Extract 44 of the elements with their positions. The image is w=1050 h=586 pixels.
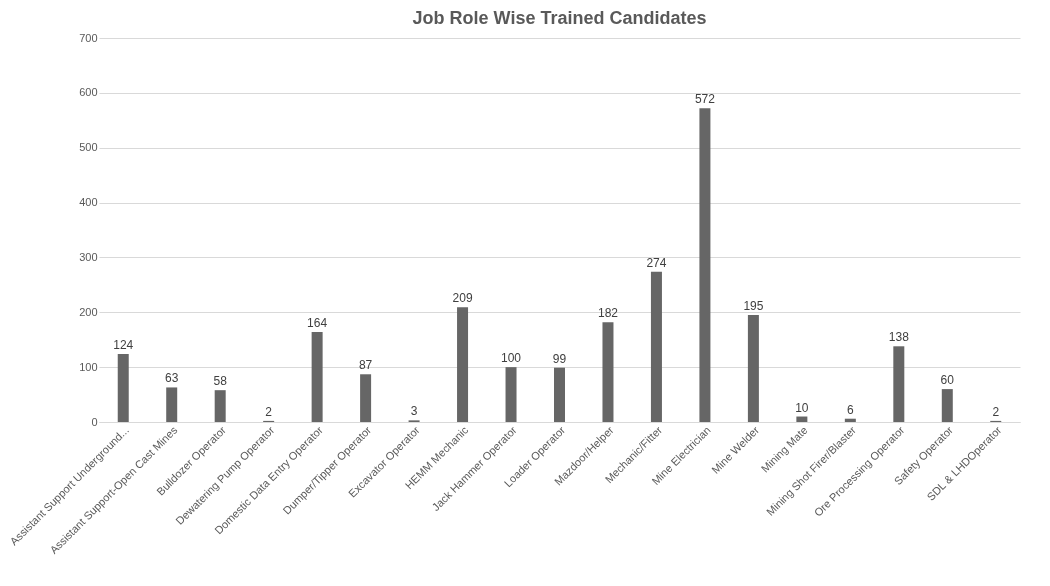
bar — [796, 416, 808, 422]
data-label: 195 — [743, 299, 764, 314]
bar — [941, 389, 953, 422]
y-tick-label: 0 — [91, 415, 98, 428]
bar — [166, 387, 178, 422]
y-tick-label: 300 — [79, 250, 98, 263]
chart-title: Job Role Wise Trained Candidates — [412, 8, 707, 28]
data-label: 124 — [113, 337, 134, 352]
data-label: 3 — [410, 404, 418, 419]
data-label: 10 — [795, 400, 809, 415]
data-label: 572 — [694, 92, 716, 107]
data-label: 100 — [501, 351, 522, 366]
bar — [214, 390, 226, 422]
data-label: 87 — [358, 358, 373, 373]
bar — [844, 418, 856, 422]
data-label: 164 — [307, 316, 328, 331]
y-tick-label: 200 — [79, 305, 98, 318]
data-label: 99 — [552, 351, 567, 366]
bar — [602, 322, 614, 422]
bar — [699, 108, 711, 422]
bar — [893, 346, 905, 422]
bar — [360, 374, 372, 422]
data-label: 60 — [940, 373, 955, 388]
data-label: 58 — [213, 374, 228, 389]
bar — [650, 271, 662, 422]
bar — [554, 367, 565, 422]
bar — [747, 315, 759, 422]
bar — [311, 332, 323, 422]
y-tick-label: 100 — [79, 360, 98, 373]
data-label: 6 — [847, 402, 854, 417]
data-label: 2 — [265, 404, 273, 419]
y-tick-label: 400 — [79, 196, 98, 209]
bar — [505, 367, 517, 422]
bar — [457, 307, 469, 422]
y-tick-label: 500 — [79, 141, 98, 154]
y-tick-label: 600 — [79, 86, 98, 99]
data-label: 2 — [992, 404, 1000, 419]
bar — [117, 353, 129, 422]
data-label: 274 — [646, 255, 667, 270]
data-label: 138 — [888, 330, 910, 345]
data-label: 209 — [452, 291, 473, 306]
y-tick-label: 700 — [79, 31, 98, 44]
data-label: 63 — [165, 371, 179, 386]
data-label: 182 — [597, 306, 619, 321]
